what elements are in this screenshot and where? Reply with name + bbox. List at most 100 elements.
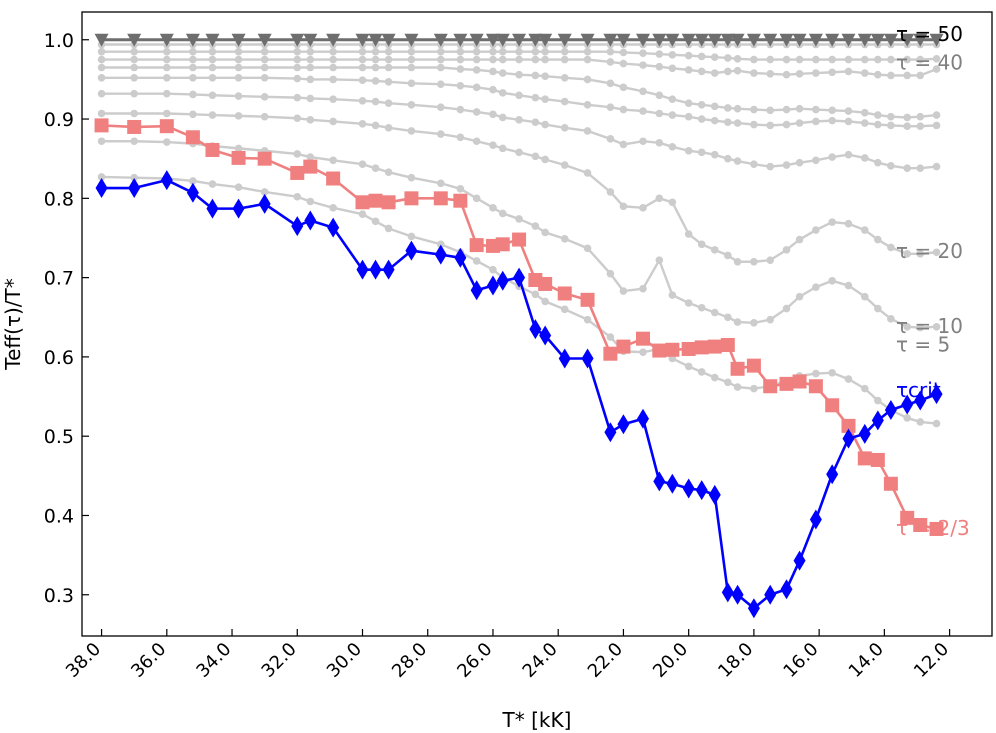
data-point (637, 408, 650, 429)
data-point (234, 55, 243, 64)
data-point (358, 97, 367, 105)
data-point (903, 164, 911, 172)
data-point (707, 33, 722, 47)
data-point (900, 510, 915, 525)
data-point (472, 108, 481, 116)
data-point (697, 115, 706, 123)
data-point (560, 74, 569, 82)
data-point (795, 119, 804, 127)
x-tick-label: 22.0 (584, 639, 627, 682)
data-point (606, 333, 615, 341)
series-label: τcrit (896, 378, 941, 402)
data-point (766, 315, 775, 324)
data-point (234, 47, 243, 56)
data-point (531, 93, 540, 102)
data-point (750, 160, 758, 169)
data-point (874, 111, 882, 119)
data-point (130, 137, 138, 146)
data-point (826, 464, 839, 485)
data-point (764, 584, 777, 605)
data-point (793, 550, 806, 571)
data-point (291, 216, 304, 237)
data-point (407, 63, 416, 72)
data-point (844, 281, 853, 290)
data-point (326, 171, 341, 186)
data-point (498, 89, 507, 97)
data-point (560, 234, 569, 243)
data-point (724, 104, 732, 112)
data-point (258, 193, 271, 214)
data-point (541, 155, 549, 164)
data-point (306, 94, 315, 103)
ticks-layer: 38.0 36.0 34.0 32.0 30.0 28.0 26.0 24.0 22.0 20.0… (44, 30, 953, 682)
data-point (844, 107, 853, 115)
data-point (407, 79, 416, 88)
series-0 (94, 33, 944, 47)
data-point (857, 451, 872, 466)
data-point (326, 33, 341, 47)
data-point (887, 112, 895, 121)
data-point (208, 111, 217, 119)
data-point (901, 394, 914, 415)
data-point (730, 33, 745, 47)
data-point (498, 144, 507, 153)
series-label: τ = 40 (896, 51, 963, 75)
data-point (329, 117, 337, 126)
data-point (697, 148, 706, 157)
data-point (887, 162, 895, 170)
data-point (871, 410, 884, 431)
data-point (358, 160, 367, 169)
data-point (303, 159, 318, 174)
data-point (538, 33, 553, 47)
data-point (163, 89, 171, 98)
data-point (407, 127, 416, 135)
data-point (531, 290, 540, 299)
data-point (531, 55, 540, 64)
data-point (604, 422, 617, 443)
data-point (916, 418, 925, 426)
data-point (639, 107, 647, 115)
data-point (208, 180, 217, 188)
data-point (668, 51, 677, 59)
data-point (665, 33, 680, 47)
data-point (733, 383, 742, 391)
data-point (515, 215, 523, 223)
data-point (655, 194, 664, 203)
data-point (290, 165, 305, 180)
data-point (707, 339, 722, 354)
data-point (485, 33, 500, 47)
data-point (883, 476, 898, 491)
data-point (860, 69, 869, 77)
data-point (329, 156, 337, 165)
data-point (828, 368, 836, 377)
data-point (384, 168, 393, 176)
data-point (913, 517, 928, 532)
data-point (260, 112, 269, 121)
data-point (515, 55, 523, 64)
data-point (498, 47, 507, 56)
data-point (456, 65, 465, 73)
data-point (384, 224, 393, 233)
data-point (355, 33, 370, 47)
data-point (932, 419, 941, 428)
data-point (665, 342, 680, 357)
data-point (795, 70, 804, 78)
data-point (498, 55, 507, 64)
data-point (932, 162, 941, 171)
data-point (583, 315, 592, 324)
data-point (792, 33, 807, 47)
y-tick-label: 0.8 (44, 188, 74, 210)
data-point (515, 47, 523, 56)
data-point (619, 140, 628, 149)
data-point (903, 250, 911, 258)
data-point (809, 509, 822, 530)
data-point (159, 119, 174, 134)
data-point (583, 169, 592, 177)
data-point (766, 70, 775, 78)
data-point (371, 47, 380, 56)
x-tick-label: 26.0 (453, 639, 496, 682)
data-point (306, 116, 315, 124)
data-point (763, 33, 778, 47)
data-point (655, 256, 664, 264)
data-point (606, 58, 615, 66)
